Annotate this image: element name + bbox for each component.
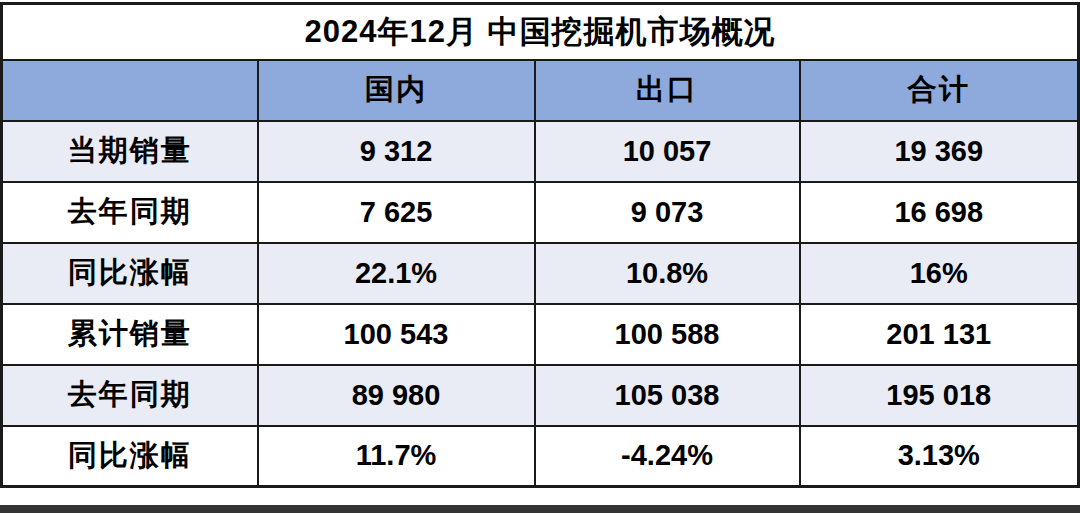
cell-value: 16 698: [800, 182, 1079, 243]
row-label: 累计销量: [2, 304, 258, 365]
title-row: 2024年12月 中国挖掘机市场概况: [2, 4, 1079, 60]
cell-value: 100 588: [535, 304, 800, 365]
row-label: 去年同期: [2, 182, 258, 243]
cell-value: 9 073: [535, 182, 800, 243]
table-graphic: 2024年12月 中国挖掘机市场概况 国内 出口 合计 当期销量9 31210 …: [0, 0, 1080, 513]
column-header-empty: [2, 60, 258, 121]
cell-value: 7 625: [258, 182, 535, 243]
cell-value: 3.13%: [800, 426, 1079, 487]
cell-value: 22.1%: [258, 243, 535, 304]
table-row: 当期销量9 31210 05719 369: [2, 121, 1079, 182]
row-label: 同比涨幅: [2, 243, 258, 304]
column-header-row: 国内 出口 合计: [2, 60, 1079, 121]
table-row: 去年同期7 6259 07316 698: [2, 182, 1079, 243]
cell-value: 89 980: [258, 365, 535, 426]
cell-value: 9 312: [258, 121, 535, 182]
table-row: 同比涨幅11.7%-4.24%3.13%: [2, 426, 1079, 487]
cell-value: 10.8%: [535, 243, 800, 304]
table-row: 累计销量100 543100 588201 131: [2, 304, 1079, 365]
cell-value: 11.7%: [258, 426, 535, 487]
cell-value: 195 018: [800, 365, 1079, 426]
table-row: 去年同期89 980105 038195 018: [2, 365, 1079, 426]
cell-value: 100 543: [258, 304, 535, 365]
cell-value: 201 131: [800, 304, 1079, 365]
column-header-export: 出口: [535, 60, 800, 121]
cell-value: 16%: [800, 243, 1079, 304]
column-header-domestic: 国内: [258, 60, 535, 121]
row-label: 同比涨幅: [2, 426, 258, 487]
cell-value: 105 038: [535, 365, 800, 426]
bottom-shadow-bar: [0, 505, 1080, 513]
column-header-total: 合计: [800, 60, 1079, 121]
cell-value: -4.24%: [535, 426, 800, 487]
table-title: 2024年12月 中国挖掘机市场概况: [2, 4, 1079, 60]
table-row: 同比涨幅22.1%10.8%16%: [2, 243, 1079, 304]
cell-value: 19 369: [800, 121, 1079, 182]
cell-value: 10 057: [535, 121, 800, 182]
row-label: 去年同期: [2, 365, 258, 426]
market-table: 2024年12月 中国挖掘机市场概况 国内 出口 合计 当期销量9 31210 …: [0, 2, 1080, 488]
row-label: 当期销量: [2, 121, 258, 182]
